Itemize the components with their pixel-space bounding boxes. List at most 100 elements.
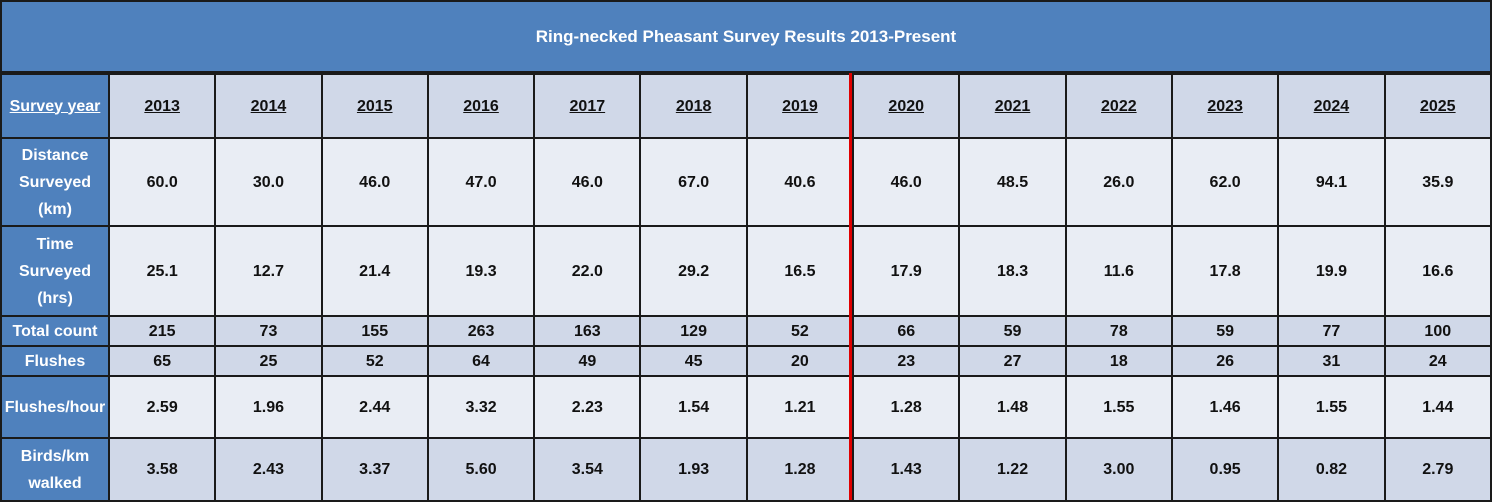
cell: 21.4 xyxy=(320,225,429,317)
year-header: 2024 xyxy=(1277,73,1386,139)
cell: 24 xyxy=(1383,345,1492,377)
cell: 1.46 xyxy=(1170,375,1280,439)
data-row: Flushes/hour 2.59 1.96 2.44 3.32 2.23 1.54 1.21… xyxy=(0,375,1492,439)
cell: 263 xyxy=(426,315,536,347)
cell: 2.79 xyxy=(1383,437,1492,502)
cell: 1.55 xyxy=(1277,375,1386,439)
cell: 3.00 xyxy=(1064,437,1173,502)
cell: 59 xyxy=(958,315,1067,347)
row-label: Distance Surveyed (km) xyxy=(0,137,110,227)
cell: 62.0 xyxy=(1170,137,1280,227)
cell: 3.58 xyxy=(107,437,217,502)
cell: 66 xyxy=(852,315,961,347)
cell: 16.5 xyxy=(745,225,855,317)
year-header: 2017 xyxy=(533,73,642,139)
year-header: 2016 xyxy=(426,73,536,139)
year-header: 2015 xyxy=(320,73,429,139)
cell: 155 xyxy=(320,315,429,347)
cell: 23 xyxy=(852,345,961,377)
cell: 100 xyxy=(1383,315,1492,347)
cell: 1.21 xyxy=(745,375,855,439)
cell: 2.23 xyxy=(533,375,642,439)
header-row: Survey year 2013 2014 2015 2016 2017 2018 2019 2… xyxy=(0,73,1492,139)
cell: 12.7 xyxy=(214,225,323,317)
data-row: Total count 215 73 155 263 163 129 52 66 59 78 59 77… xyxy=(0,315,1492,347)
cell: 129 xyxy=(639,315,748,347)
cell: 52 xyxy=(745,315,855,347)
cell: 59 xyxy=(1170,315,1280,347)
cell: 40.6 xyxy=(745,137,855,227)
survey-table: Survey year 2013 2014 2015 2016 2017 2018 2019 2… xyxy=(0,73,1492,502)
year-header: 2023 xyxy=(1170,73,1280,139)
divider-line xyxy=(849,73,852,500)
cell: 25.1 xyxy=(107,225,217,317)
cell: 1.54 xyxy=(639,375,748,439)
row-label: Total count xyxy=(0,315,110,347)
cell: 3.54 xyxy=(533,437,642,502)
cell: 46.0 xyxy=(852,137,961,227)
cell: 0.95 xyxy=(1170,437,1280,502)
cell: 52 xyxy=(320,345,429,377)
cell: 67.0 xyxy=(639,137,748,227)
cell: 215 xyxy=(107,315,217,347)
cell: 22.0 xyxy=(533,225,642,317)
cell: 35.9 xyxy=(1383,137,1492,227)
cell: 47.0 xyxy=(426,137,536,227)
cell: 3.37 xyxy=(320,437,429,502)
cell: 1.28 xyxy=(852,375,961,439)
cell: 45 xyxy=(639,345,748,377)
cell: 94.1 xyxy=(1277,137,1386,227)
cell: 0.82 xyxy=(1277,437,1386,502)
cell: 60.0 xyxy=(107,137,217,227)
cell: 49 xyxy=(533,345,642,377)
header-label: Survey year xyxy=(0,73,110,139)
cell: 16.6 xyxy=(1383,225,1492,317)
year-header: 2013 xyxy=(107,73,217,139)
cell: 19.9 xyxy=(1277,225,1386,317)
cell: 2.44 xyxy=(320,375,429,439)
cell: 26.0 xyxy=(1064,137,1173,227)
year-header: 2020 xyxy=(852,73,961,139)
table-title: Ring-necked Pheasant Survey Results 2013… xyxy=(0,0,1492,73)
cell: 3.32 xyxy=(426,375,536,439)
year-header: 2022 xyxy=(1064,73,1173,139)
cell: 30.0 xyxy=(214,137,323,227)
cell: 64 xyxy=(426,345,536,377)
cell: 11.6 xyxy=(1064,225,1173,317)
cell: 65 xyxy=(107,345,217,377)
cell: 29.2 xyxy=(639,225,748,317)
cell: 17.9 xyxy=(852,225,961,317)
cell: 77 xyxy=(1277,315,1386,347)
row-label: Flushes xyxy=(0,345,110,377)
row-label: Flushes/hour xyxy=(0,375,110,439)
cell: 163 xyxy=(533,315,642,347)
year-header: 2025 xyxy=(1383,73,1492,139)
cell: 17.8 xyxy=(1170,225,1280,317)
cell: 18.3 xyxy=(958,225,1067,317)
cell: 1.43 xyxy=(852,437,961,502)
cell: 78 xyxy=(1064,315,1173,347)
cell: 26 xyxy=(1170,345,1280,377)
year-header: 2021 xyxy=(958,73,1067,139)
cell: 1.93 xyxy=(639,437,748,502)
cell: 1.48 xyxy=(958,375,1067,439)
cell: 46.0 xyxy=(320,137,429,227)
cell: 46.0 xyxy=(533,137,642,227)
year-header: 2014 xyxy=(214,73,323,139)
data-row: Birds/km walked 3.58 2.43 3.37 5.60 3.54 1.93 1… xyxy=(0,437,1492,502)
cell: 2.43 xyxy=(214,437,323,502)
year-header: 2018 xyxy=(639,73,748,139)
cell: 73 xyxy=(214,315,323,347)
data-row: Time Surveyed (hrs) 25.1 12.7 21.4 19.3 22.0 2… xyxy=(0,225,1492,317)
cell: 48.5 xyxy=(958,137,1067,227)
cell: 2.59 xyxy=(107,375,217,439)
cell: 1.22 xyxy=(958,437,1067,502)
data-row: Distance Surveyed (km) 60.0 30.0 46.0 47.0 46… xyxy=(0,137,1492,227)
cell: 18 xyxy=(1064,345,1173,377)
row-label: Time Surveyed (hrs) xyxy=(0,225,110,317)
cell: 19.3 xyxy=(426,225,536,317)
row-label: Birds/km walked xyxy=(0,437,110,502)
cell: 31 xyxy=(1277,345,1386,377)
cell: 20 xyxy=(745,345,855,377)
